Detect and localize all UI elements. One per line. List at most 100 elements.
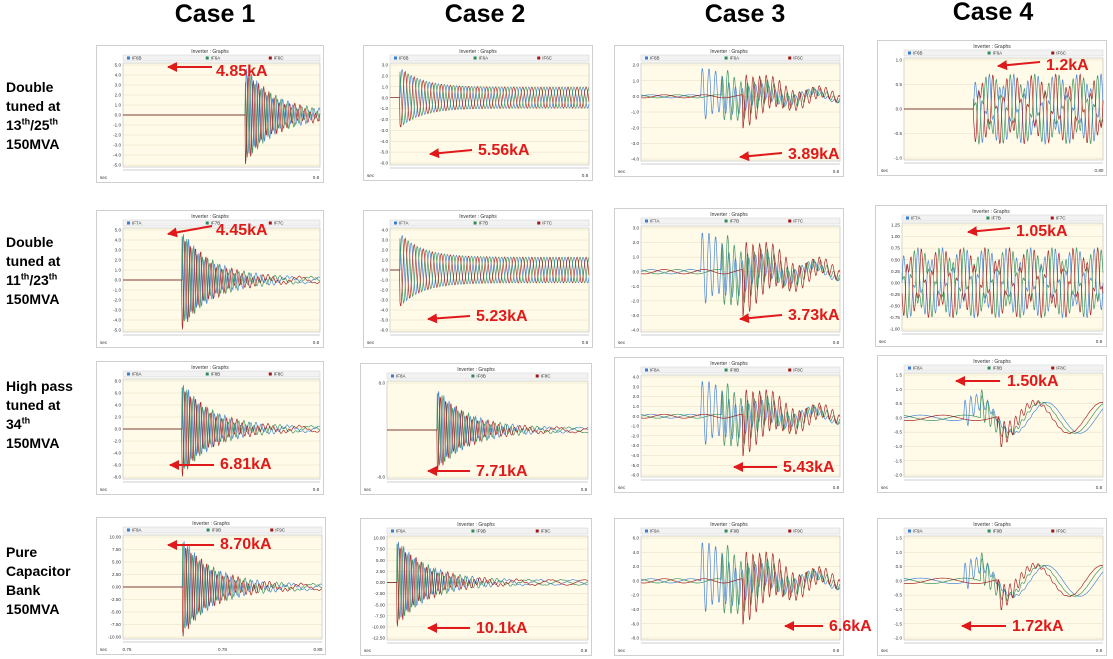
legend-item: IF9C xyxy=(541,529,552,534)
legend-swatch xyxy=(1050,216,1054,220)
row-label-line: tuned at xyxy=(6,98,61,114)
y-tick-label: -2.0 xyxy=(631,593,639,598)
legend-swatch xyxy=(127,56,130,60)
chart-panel-r1c3: Inverter : Graphs IF6B IF6A IF6C 2.0 1.0 0.0 -1… xyxy=(614,45,844,177)
legend-swatch xyxy=(391,374,394,378)
legend-swatch xyxy=(268,221,272,225)
x-tick-label: 0.8 xyxy=(313,487,320,492)
y-tick-label: 6.0 xyxy=(633,536,640,541)
chart-title: Inverter : Graphs xyxy=(710,522,748,528)
annotation-label: 7.71kA xyxy=(476,463,528,480)
row-label-line: Bank xyxy=(6,582,41,598)
chart-svg: Inverter : Graphs IF9A IF9B IF9C 1.5 1.0 0.5 0.… xyxy=(881,522,1104,653)
y-tick-label: -1.0 xyxy=(113,288,121,293)
annotation-label: 4.85kA xyxy=(216,63,268,80)
legend-swatch xyxy=(908,366,911,370)
chart-title: Inverter : Graphs xyxy=(191,49,229,55)
y-tick-label: 1.0 xyxy=(115,268,122,273)
annotation-label: 1.72kA xyxy=(1012,618,1064,635)
chart-svg: Inverter : Graphs IF8A IF8B IF8C 1.5 1.0 0.5 0.… xyxy=(881,359,1104,490)
y-tick-label: -4.0 xyxy=(380,308,388,313)
x-tick-label: 0.76 xyxy=(123,647,132,652)
legend-item: IF8A xyxy=(132,372,142,377)
chart-svg: Inverter : Graphs IF8A IF8B IF8C 8.0 6.0 4.0 2.… xyxy=(100,365,321,492)
legend-item: IF8C xyxy=(793,368,804,373)
legend-swatch xyxy=(391,529,394,533)
legend-item: IF8C xyxy=(541,374,552,379)
chart-title: Inverter : Graphs xyxy=(972,209,1010,215)
chart-title: Inverter : Graphs xyxy=(710,212,748,218)
chart-panel-r3c4: Inverter : Graphs IF8A IF8B IF8C 1.5 1.0 0.5 0.… xyxy=(877,355,1107,493)
x-tick-label: 0.8 xyxy=(833,169,840,174)
legend-swatch xyxy=(471,529,475,533)
series-line xyxy=(387,543,589,621)
legend-swatch xyxy=(473,221,477,225)
legend-item: IF7C xyxy=(793,219,804,224)
series-line xyxy=(640,551,841,625)
y-tick-label: -0.25 xyxy=(890,292,901,297)
row-label-line: Double xyxy=(6,234,54,250)
legend-item: IF8C xyxy=(274,372,285,377)
chart-panel-r2c2: Inverter : Graphs IF7A IF7B IF7C 4.0 3.0 2.0 1.… xyxy=(363,210,593,348)
x-tick-label: 0.8 xyxy=(582,340,589,345)
legend-swatch xyxy=(908,529,911,533)
y-tick-label: -2.50 xyxy=(375,591,386,596)
y-tick-label: 5.00 xyxy=(112,560,121,565)
legend-bar xyxy=(122,219,321,227)
y-tick-label: 2.0 xyxy=(115,415,122,420)
legend-swatch xyxy=(645,529,648,533)
legend-swatch xyxy=(908,51,911,55)
series-line xyxy=(640,235,841,306)
legend-bar xyxy=(903,49,1104,57)
y-tick-label: 0.0 xyxy=(115,427,122,432)
y-tick-label: 4.0 xyxy=(115,238,122,243)
x-axis-label: sec xyxy=(618,340,626,345)
y-tick-label: -0.5 xyxy=(894,593,902,598)
legend-bar xyxy=(901,214,1104,222)
chart-title: Inverter : Graphs xyxy=(192,521,230,527)
legend-item: IF9B xyxy=(476,529,486,534)
legend-item: IF9A xyxy=(913,529,923,534)
legend-swatch xyxy=(987,51,991,55)
legend-item: IF7B xyxy=(730,219,740,224)
x-tick-label: 0.8 xyxy=(582,173,589,178)
series-line xyxy=(640,388,841,457)
chart-title: Inverter : Graphs xyxy=(710,361,748,367)
y-tick-label: 1.0 xyxy=(896,550,903,555)
legend-item: IF8B xyxy=(211,372,221,377)
y-tick-label: -3.0 xyxy=(631,141,639,146)
x-tick-label: 0.80 xyxy=(314,647,323,652)
legend-item: IF9C xyxy=(793,529,804,534)
chart-svg: Inverter : Graphs IF6B IF6A IF6C 3.0 2.0 1.0 0.… xyxy=(367,49,590,178)
y-tick-label: 1.25 xyxy=(891,223,900,228)
legend-swatch xyxy=(537,56,541,60)
y-tick-label: 1.5 xyxy=(896,373,903,378)
series-line xyxy=(390,70,590,128)
legend-swatch xyxy=(270,528,274,532)
row-label-line: tuned at xyxy=(6,397,61,413)
series-line xyxy=(904,73,1104,145)
chart-panel-r2c4: Inverter : Graphs IF7A IF7B IF7C 1.25 1.00 0.7… xyxy=(875,205,1107,347)
legend-swatch xyxy=(788,219,792,223)
y-tick-label: -4.0 xyxy=(631,607,639,612)
y-tick-label: 6.0 xyxy=(115,391,122,396)
x-axis-label: sec xyxy=(100,487,108,492)
y-tick-label: 5.0 xyxy=(115,228,122,233)
y-tick-label: -1.00 xyxy=(890,327,901,332)
y-tick-label: 1.0 xyxy=(896,387,903,392)
x-tick-label: 0.8 xyxy=(313,340,320,345)
legend-item: IF6B xyxy=(650,56,660,61)
legend-swatch xyxy=(127,372,130,376)
legend-swatch xyxy=(535,374,539,378)
chart-svg: Inverter : Graphs IF7A IF7B IF7C 4.0 3.0 2.0 1.… xyxy=(367,214,590,345)
row-label-line: Pure xyxy=(6,544,38,560)
annotation-label: 6.6kA xyxy=(829,618,872,635)
y-tick-label: 2.0 xyxy=(633,394,640,399)
chart-panel-r2c1: Inverter : Graphs IF7A IF7B IF7C 5.0 4.0 3.0 2.… xyxy=(96,210,324,348)
y-tick-label: -1.0 xyxy=(380,106,388,111)
legend-item: IF6A xyxy=(730,56,740,61)
y-tick-label: 3.0 xyxy=(115,83,122,88)
legend-item: IF7A xyxy=(650,219,660,224)
y-tick-label: -2.0 xyxy=(631,298,639,303)
y-tick-label: -4.0 xyxy=(631,328,639,333)
